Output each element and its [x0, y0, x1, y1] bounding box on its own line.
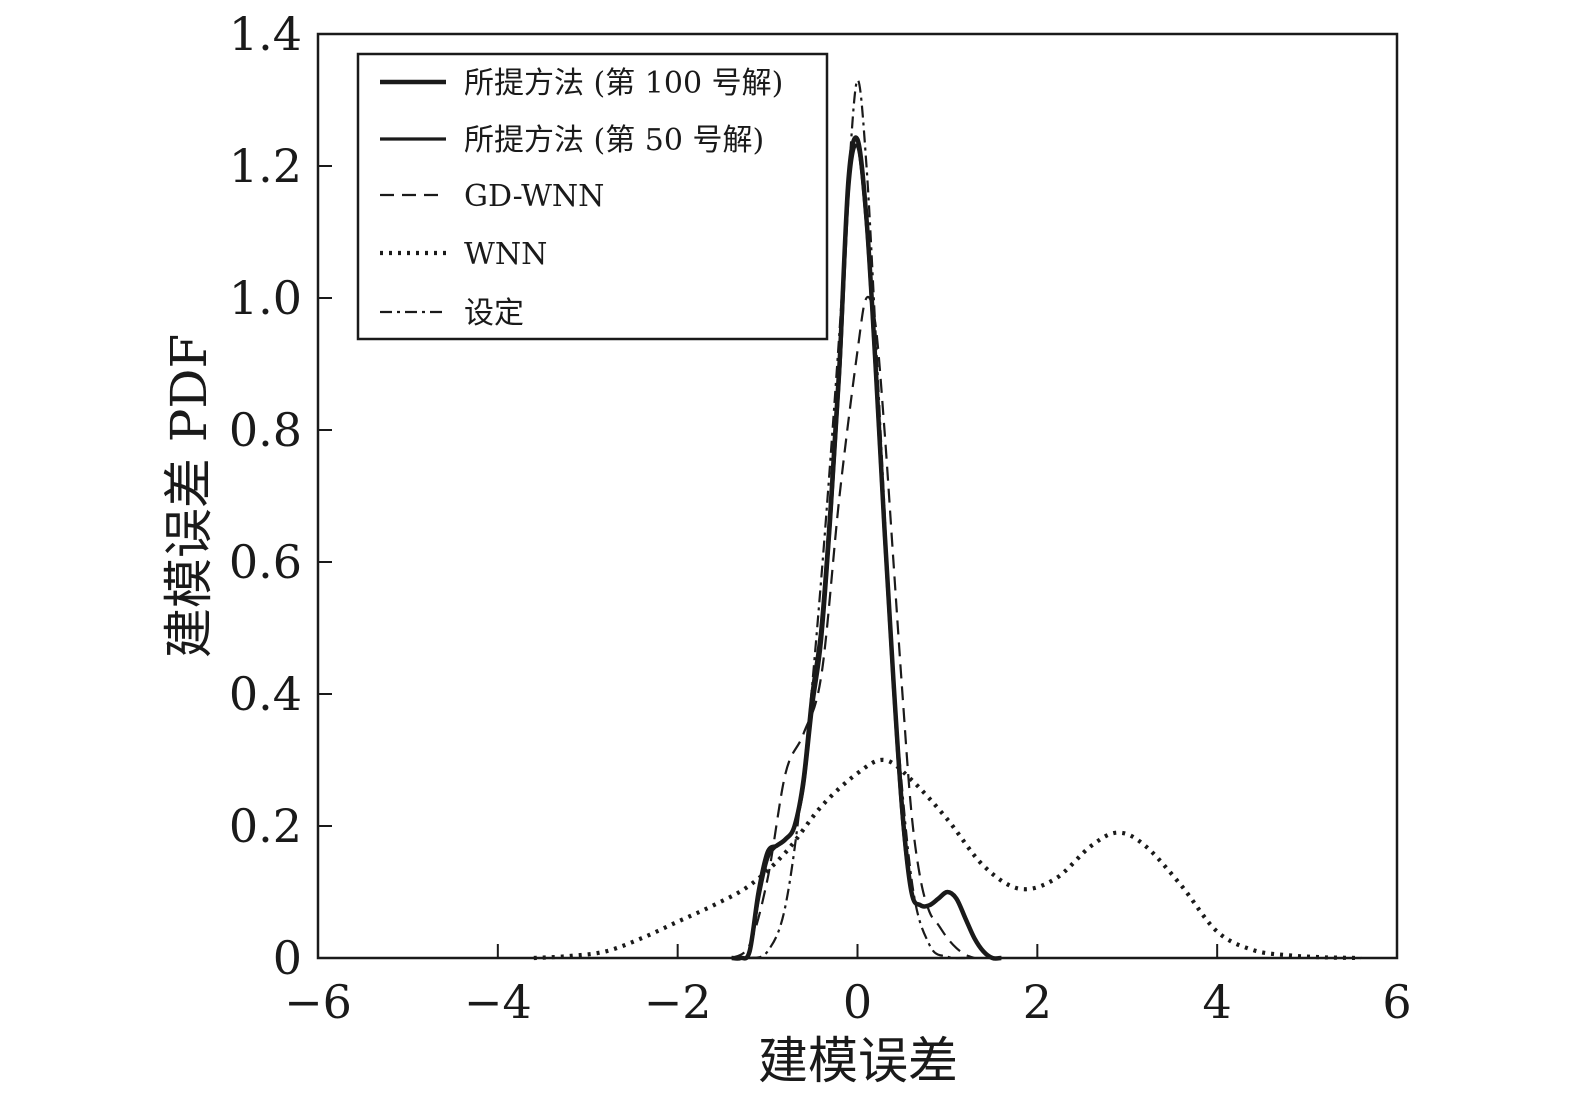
y-tick-label: 0 — [273, 931, 302, 985]
series-line-solid-bold — [731, 135, 1002, 961]
x-tick-label: −6 — [284, 975, 352, 1029]
x-tick-label: −2 — [644, 975, 712, 1029]
x-tick-label: −4 — [464, 975, 532, 1029]
x-tick-label: 0 — [843, 975, 872, 1029]
x-axis-title: 建模误差 — [758, 1032, 958, 1090]
x-axis: −6 −4 −2 0 2 4 6 — [284, 944, 1412, 1029]
legend-label: WNN — [464, 237, 547, 272]
series-line-dashed — [730, 295, 975, 960]
y-tick-label: 0.8 — [229, 403, 302, 457]
legend-label: 设定 — [464, 296, 524, 331]
legend: 所提方法 (第 100 号解) 所提方法 (第 50 号解) GD-WNN WNN 设定 — [356, 52, 829, 341]
legend-label: 所提方法 (第 100 号解) — [464, 66, 783, 101]
x-tick-label: 4 — [1203, 975, 1232, 1029]
x-tick-label: 2 — [1023, 975, 1052, 1029]
y-tick-label: 1.0 — [229, 271, 302, 325]
series-layer — [533, 79, 1362, 961]
y-tick-label: 0.4 — [229, 667, 302, 721]
legend-label: 所提方法 (第 50 号解) — [464, 123, 764, 158]
series-line-dotted — [533, 757, 1362, 961]
legend-label: GD-WNN — [464, 179, 604, 214]
y-tick-label: 1.2 — [229, 139, 302, 193]
y-axis-title: 建模误差 PDF — [160, 334, 218, 658]
legend-box — [356, 52, 829, 341]
y-tick-label: 0.2 — [229, 799, 302, 853]
x-tick-label: 6 — [1382, 975, 1411, 1029]
y-tick-label: 1.4 — [229, 7, 302, 61]
y-tick-label: 0.6 — [229, 535, 302, 589]
y-axis: 0 0.2 0.4 0.6 0.8 1.0 1.2 1.4 — [229, 7, 332, 985]
